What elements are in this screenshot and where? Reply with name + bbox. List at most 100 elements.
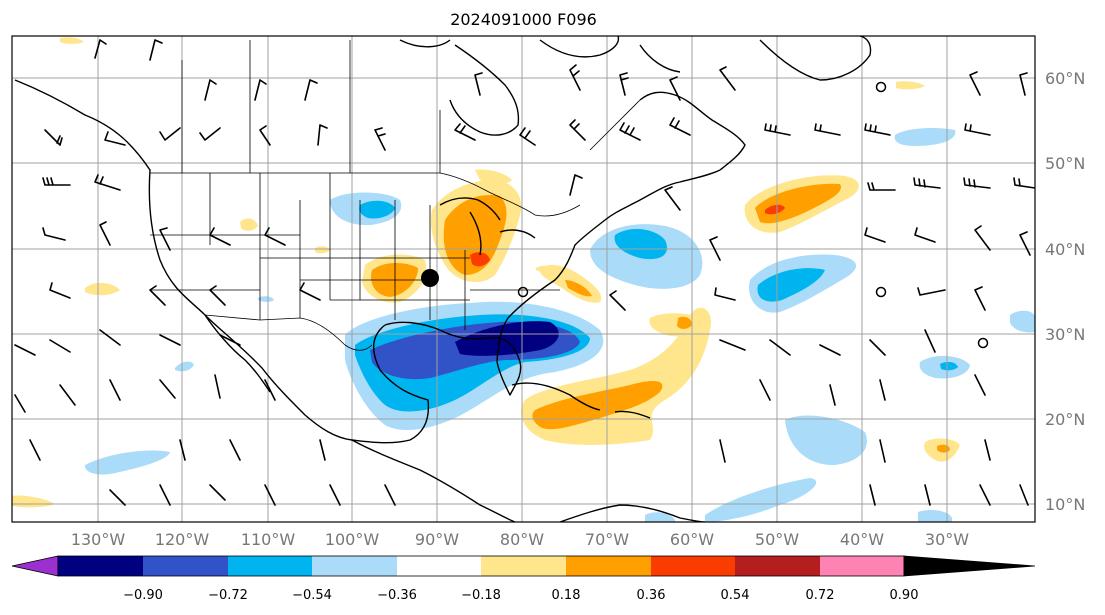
wind-barb <box>869 484 876 506</box>
wind-barb <box>984 439 991 461</box>
wind-barb <box>159 127 181 141</box>
caribbean-negative-light <box>785 415 867 466</box>
wind-barb <box>974 225 991 251</box>
wind-barb <box>209 227 231 246</box>
calm-circle <box>977 337 989 349</box>
us-mexico-border <box>204 314 373 351</box>
colorbar-segment <box>228 556 312 576</box>
wind-barb <box>319 439 326 461</box>
wind-barb <box>259 125 271 146</box>
wind-barb <box>1019 231 1031 256</box>
wind-barb <box>99 329 121 346</box>
east-coast-us <box>507 169 721 319</box>
lon-label: 90°W <box>415 530 459 549</box>
arctic-positive-light-2 <box>60 37 84 44</box>
wind-barb <box>29 439 41 461</box>
wind-barb <box>914 227 936 243</box>
wind-barb <box>14 394 26 413</box>
colorbar-tick-label: 0.18 <box>552 588 581 603</box>
wind-barb <box>814 123 841 136</box>
calm-circle <box>875 81 887 93</box>
colorbar-tick-label: −0.54 <box>292 588 332 603</box>
wind-barb <box>374 127 386 151</box>
wind-barb <box>219 334 241 346</box>
colorbar-segment <box>481 556 566 576</box>
colorbar-segment <box>566 556 651 576</box>
wind-barb <box>264 484 276 506</box>
gulf-positive-small <box>536 265 552 272</box>
wind-barb <box>254 79 267 101</box>
wind-barb <box>42 177 71 186</box>
wind-barb <box>867 182 896 191</box>
wind-barb <box>879 439 886 463</box>
mid-atlantic-positive-core <box>765 204 785 215</box>
wind-barb <box>714 287 736 301</box>
east-atlantic-negative <box>940 361 958 371</box>
wind-barb <box>159 334 181 346</box>
lon-label: 130°W <box>71 530 126 549</box>
wind-barb <box>979 484 991 506</box>
west-atlantic-positive <box>677 316 692 329</box>
wind-barb <box>317 124 328 146</box>
wind-barb <box>1013 177 1035 189</box>
plains-negative <box>359 200 395 219</box>
wind-barb <box>209 484 226 501</box>
colorbar-extend-high <box>903 555 1036 577</box>
wind-barb <box>864 227 886 243</box>
wind-barb <box>619 122 641 141</box>
wind-barb <box>149 39 163 61</box>
atlantic-negative-b <box>757 268 825 302</box>
wind-barb <box>109 489 126 506</box>
colorbar-segment <box>820 556 904 576</box>
wind-barb <box>104 131 126 146</box>
wind-barb <box>264 227 286 246</box>
us-canada-border <box>150 172 581 217</box>
carolina-positive <box>565 280 592 297</box>
wind-barb <box>204 79 217 101</box>
arctic-islands <box>399 36 681 73</box>
rockies-positive-light <box>240 218 258 231</box>
wind-barb <box>474 72 483 96</box>
wind-barb <box>864 123 891 136</box>
colorbar-tick-label: −0.90 <box>123 588 163 603</box>
pacific-coast <box>14 79 353 441</box>
wind-barb <box>159 484 171 506</box>
colorbar-segment <box>735 556 820 576</box>
wind-barb <box>764 123 791 136</box>
wind-barb <box>709 236 721 261</box>
storm-center-dot <box>421 269 439 287</box>
colorbar-segment <box>397 556 481 576</box>
colorbar-segment <box>651 556 735 576</box>
lat-label: 60°N <box>1045 69 1085 88</box>
wind-barb <box>969 71 981 96</box>
wind-barb <box>94 174 121 191</box>
wind-barb <box>879 379 886 401</box>
north-positive-light <box>475 169 512 185</box>
lon-label: 100°W <box>325 530 380 549</box>
gulf-coast-us <box>384 321 522 396</box>
wind-barb <box>974 286 986 311</box>
calm-circle <box>517 286 529 298</box>
wind-barb <box>159 379 176 399</box>
great-lakes-positive <box>443 195 507 275</box>
colorbar-tick-label: 0.72 <box>806 588 835 603</box>
central-america <box>351 439 516 522</box>
canada-provinces <box>181 40 641 173</box>
wind-barb <box>719 66 736 91</box>
wind-barb <box>924 329 936 353</box>
coastlines <box>14 36 872 522</box>
colorbar-extend-low <box>11 555 59 577</box>
far-east-negative-light <box>1010 310 1035 333</box>
baja-california <box>204 314 271 393</box>
wind-barb <box>149 285 166 306</box>
caribbean-positive <box>532 380 663 430</box>
mexico-gulf-coast <box>351 324 430 444</box>
colorbar-tick-label: 0.90 <box>890 588 919 603</box>
wind-barb <box>609 290 626 311</box>
wind-barb <box>1019 72 1028 96</box>
political-borders <box>150 40 641 351</box>
wind-barb <box>59 384 76 406</box>
longitude-labels: 130°W 120°W 110°W 100°W 90°W 80°W 70°W 6… <box>71 530 969 549</box>
colorbar-frame <box>57 555 905 577</box>
